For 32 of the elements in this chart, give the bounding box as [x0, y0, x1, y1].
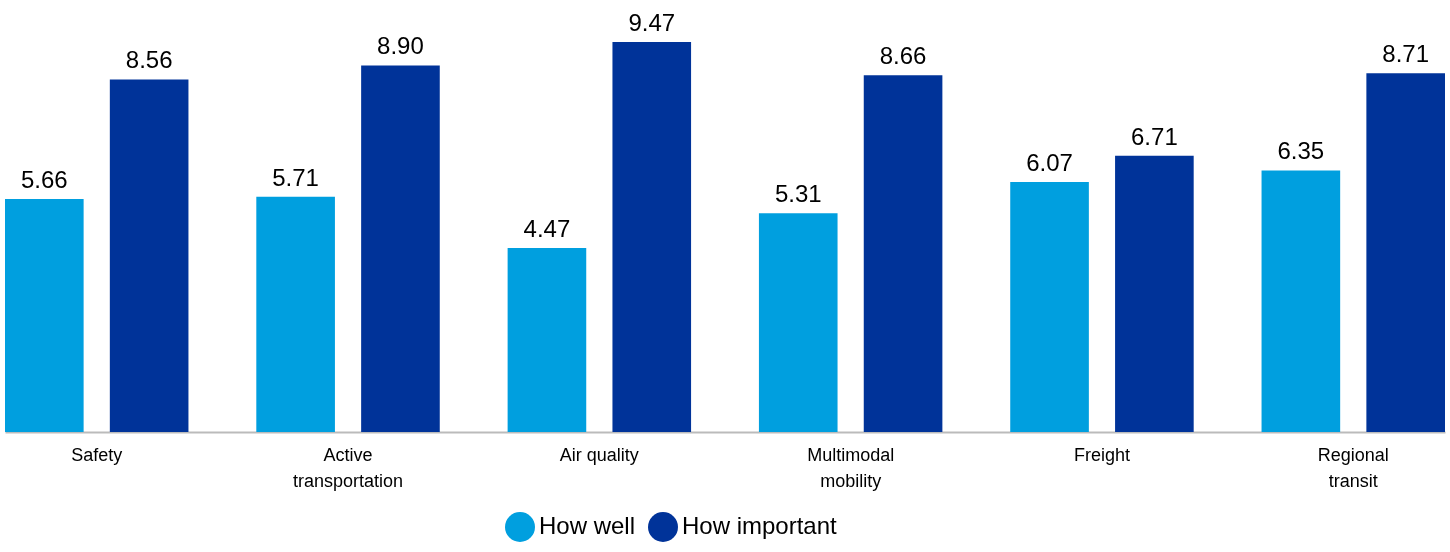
data-label: 8.56: [125, 46, 173, 74]
legend-label: How well: [539, 512, 636, 539]
x-tick-label: Air quality: [559, 444, 639, 465]
bar: [1010, 182, 1089, 432]
bar: [1261, 170, 1341, 432]
data-label: 5.66: [20, 165, 68, 193]
data-label: 9.47: [628, 9, 676, 36]
bar: [256, 196, 335, 432]
bar: [863, 75, 943, 432]
x-tick-label: Safety: [71, 444, 123, 465]
bar: [612, 42, 692, 432]
bar: [1366, 73, 1445, 432]
data-label: 8.66: [879, 42, 927, 70]
data-label: 8.71: [1382, 40, 1430, 68]
bar: [5, 198, 84, 432]
data-label: 5.71: [272, 163, 319, 191]
data-label: 5.31: [774, 180, 822, 208]
data-label: 8.90: [377, 32, 424, 60]
x-tick-label: Regional transit: [1317, 444, 1389, 491]
bar: [758, 213, 838, 432]
legend-label: How important: [682, 512, 838, 539]
bar: [1115, 155, 1194, 432]
x-tick-label: Freight: [1073, 444, 1130, 465]
bar: [507, 247, 587, 432]
x-tick-label: Multimodal mobility: [807, 444, 895, 491]
data-label: 6.35: [1277, 137, 1325, 165]
bar: [361, 65, 440, 432]
x-tick-label: Active transportation: [293, 444, 404, 491]
data-label: 6.71: [1131, 122, 1178, 150]
data-label: 6.07: [1026, 149, 1073, 177]
bar: [109, 79, 189, 432]
data-label: 4.47: [523, 214, 571, 242]
